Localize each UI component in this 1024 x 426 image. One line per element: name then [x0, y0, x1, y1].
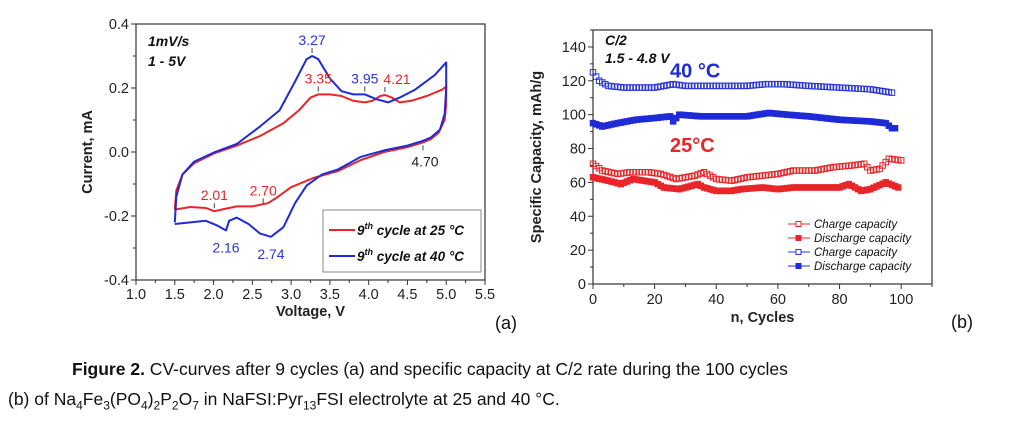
legend-label: Charge capacity — [814, 247, 898, 259]
y-tick-label: -0.2 — [104, 209, 129, 225]
series-25c-charge — [589, 155, 905, 184]
voltage-window-note: 1.5 - 4.8 V — [605, 50, 671, 66]
scan-rate-note: 1mV/s — [148, 33, 189, 49]
x-tick-label: 100 — [889, 292, 913, 308]
y-tick-label: 0.2 — [109, 81, 129, 97]
voltage-range-note: 1 - 5V — [148, 53, 187, 69]
peak-label: 2.74 — [257, 246, 284, 262]
caption-text-1: CV-curves after 9 cycles (a) and specifi… — [144, 359, 788, 379]
caption-subscript: 7 — [192, 398, 199, 413]
caption-line-1: Figure 2. CV-curves after 9 cycles (a) a… — [8, 354, 1018, 384]
x-tick-label: 5.0 — [436, 287, 456, 303]
plot-frame — [592, 29, 933, 285]
peak-label: 3.27 — [298, 32, 325, 48]
x-tick-label: 2.5 — [242, 287, 262, 303]
x-axis-label: Voltage, V — [276, 304, 345, 320]
legend-label: Discharge capacity — [814, 233, 912, 245]
x-axis-label: n, Cycles — [731, 310, 795, 326]
caption-subscript: 2 — [153, 398, 161, 413]
x-tick-label: 2.0 — [203, 287, 223, 303]
y-tick-label: 0.4 — [109, 17, 129, 33]
x-tick-label: 1.0 — [126, 287, 146, 303]
caption-text: ) — [147, 389, 154, 409]
y-tick-label: 40 — [570, 209, 586, 225]
series-40c-charge — [589, 69, 896, 96]
y-tick-label: 0 — [578, 277, 586, 293]
caption-text: (PO — [109, 389, 142, 409]
cv-curve-25c — [173, 85, 448, 213]
caption-text: (b) of Na — [8, 389, 77, 409]
caption-text: FSI electrolyte at 25 and 40 °C. — [316, 389, 560, 409]
legend-label: Charge capacity — [814, 219, 898, 231]
label-40c: 40 °C — [670, 60, 720, 82]
caption-text: P — [160, 389, 172, 409]
legend-label: 9th cycle at 40 °C — [357, 247, 464, 264]
legend-box — [322, 209, 482, 273]
rate-note: C/2 — [605, 32, 627, 48]
peak-label: 2.01 — [201, 187, 228, 203]
caption-text: Fe — [82, 389, 104, 409]
x-tick-label: 40 — [708, 292, 724, 308]
y-tick-label: 80 — [570, 142, 586, 158]
peak-label: 2.16 — [212, 239, 239, 255]
caption-label: Figure 2. — [72, 359, 145, 379]
caption-subscript: 3 — [103, 398, 110, 413]
x-tick-label: 3.0 — [281, 287, 301, 303]
x-tick-label: 4.0 — [359, 287, 379, 303]
y-axis-label: Current, mA — [80, 110, 96, 194]
x-tick-label: 60 — [770, 292, 786, 308]
legend-label: Discharge capacity — [814, 261, 912, 273]
y-tick-label: 20 — [570, 243, 586, 259]
data-point — [891, 124, 899, 132]
caption-text: O — [178, 389, 193, 409]
legend-label: 9th cycle at 25 °C — [357, 221, 464, 238]
y-axis-label: Specific Capacity, mAh/g — [529, 71, 545, 243]
y-tick-label: 100 — [562, 108, 586, 124]
peak-label: 3.95 — [351, 70, 378, 86]
x-tick-label: 20 — [647, 292, 663, 308]
caption-subscript: 4 — [76, 398, 83, 413]
cv-chart: 1.0 1.5 2.0 2.5 3.0 3.5 4.0 4.5 5.0 5.5 -0.4 -0.2 0.… — [80, 17, 517, 333]
x-tick-label: 5.5 — [475, 287, 495, 303]
panel-label-b: (b) — [951, 312, 973, 332]
x-tick-label: 1.5 — [165, 287, 185, 303]
y-tick-label: 0.0 — [109, 145, 129, 161]
y-tick-label: 120 — [562, 74, 586, 90]
data-point — [897, 157, 905, 164]
x-tick-label: 0 — [589, 292, 597, 308]
x-tick-label: 4.5 — [397, 287, 417, 303]
capacity-chart: 0 20 40 60 80 100 0 20 40 60 80 100 120 140 n, Cycles S… — [529, 29, 973, 332]
series-25c-discharge — [589, 174, 902, 195]
y-tick-label: -0.4 — [104, 273, 129, 289]
caption-text: in NaFSI:Pyr — [198, 389, 303, 409]
caption-subscript: 13 — [302, 398, 317, 413]
label-25c: 25°C — [670, 135, 715, 157]
peak-label: 3.35 — [305, 70, 332, 86]
x-tick-label: 3.5 — [320, 287, 340, 303]
figure-caption: Figure 2. CV-curves after 9 cycles (a) a… — [8, 354, 1018, 421]
y-tick-label: 60 — [570, 175, 586, 191]
legend-swatch-marker — [795, 221, 802, 227]
cv-curve-40c — [173, 55, 448, 238]
caption-subscript: 2 — [171, 398, 179, 413]
caption-line-2: (b) of Na4Fe3(PO4)2P2O7 in NaFSI:Pyr13FS… — [8, 389, 560, 413]
panel-label-a: (a) — [495, 313, 517, 333]
legend-swatch-marker — [795, 263, 802, 269]
peak-label: 4.70 — [411, 153, 438, 169]
peak-label: 4.21 — [383, 71, 410, 87]
y-tick-label: 140 — [562, 40, 586, 56]
data-point — [888, 89, 896, 96]
legend-swatch-marker — [795, 235, 802, 241]
caption-subscript: 4 — [141, 398, 148, 413]
data-point — [894, 184, 902, 191]
x-tick-label: 80 — [831, 292, 847, 308]
series-40c-discharge — [589, 109, 899, 132]
peak-label: 2.70 — [250, 182, 277, 198]
legend-swatch-marker — [795, 249, 802, 255]
